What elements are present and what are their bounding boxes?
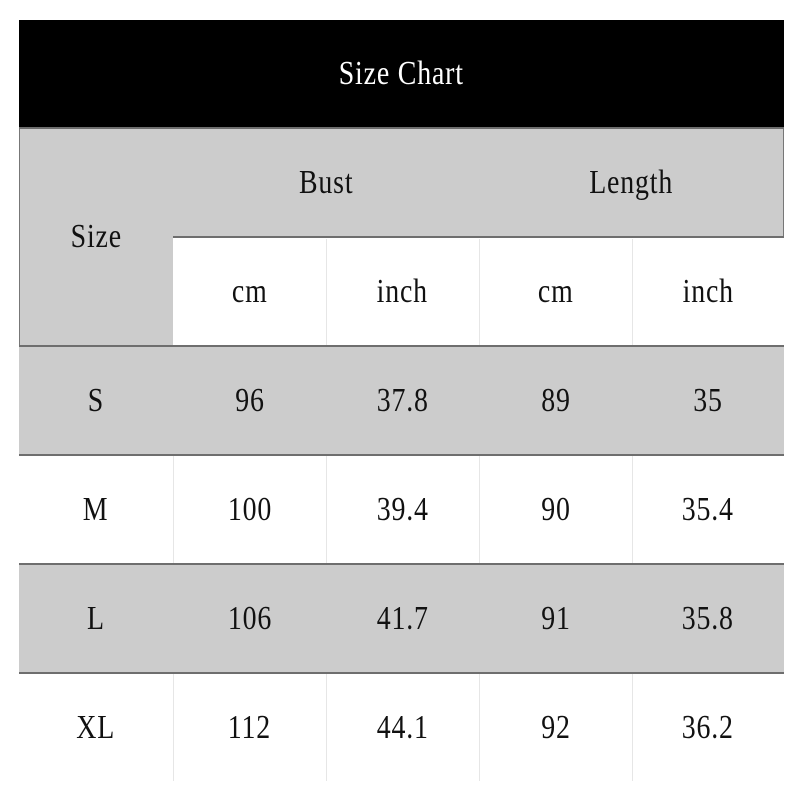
- unit-header-text: inch: [376, 272, 429, 310]
- row-divider: [19, 345, 784, 347]
- table-cell-text: 35: [693, 381, 723, 419]
- table-cell-text: 44.1: [376, 708, 429, 746]
- table-cell: 39.4: [326, 455, 479, 564]
- unit-header: cm: [479, 237, 632, 346]
- chart-title-text: Size Chart: [338, 55, 465, 92]
- table-cell: 35: [632, 346, 784, 455]
- table-cell-text: 36.2: [681, 708, 735, 746]
- table-row-size: XL: [19, 673, 173, 782]
- table-row-size-text: XL: [76, 708, 116, 746]
- table-cell-text: 41.7: [376, 599, 429, 637]
- column-divider: [326, 456, 327, 563]
- unit-header: inch: [632, 237, 784, 346]
- table-cell-text: 37.8: [376, 381, 429, 419]
- column-divider: [479, 239, 480, 346]
- row-divider: [19, 563, 784, 565]
- table-cell: 96: [173, 346, 326, 455]
- table-cell-text: 96: [234, 381, 265, 419]
- unit-header-text: cm: [231, 272, 268, 310]
- table-row-size: S: [19, 346, 173, 455]
- table-cell: 44.1: [326, 673, 479, 782]
- table-cell-text: 91: [540, 599, 571, 637]
- column-divider: [173, 674, 174, 781]
- length-header-label: Length: [589, 163, 674, 201]
- bust-header: Bust: [173, 128, 479, 237]
- table-cell: 112: [173, 673, 326, 782]
- row-divider: [19, 672, 784, 674]
- table-cell: 35.8: [632, 564, 784, 673]
- column-divider: [479, 674, 480, 781]
- column-divider: [632, 456, 633, 563]
- table-cell: 36.2: [632, 673, 784, 782]
- table-cell: 89: [479, 346, 632, 455]
- table-cell: 35.4: [632, 455, 784, 564]
- table-cell: 100: [173, 455, 326, 564]
- table-cell-text: 106: [227, 599, 272, 637]
- unit-header: cm: [173, 237, 326, 346]
- bust-header-label: Bust: [298, 163, 354, 201]
- table-cell-text: 35.4: [681, 490, 735, 528]
- column-divider: [479, 456, 480, 563]
- table-cell-text: 100: [227, 490, 272, 528]
- table-cell-text: 90: [540, 490, 571, 528]
- unit-header: inch: [326, 237, 479, 346]
- table-cell-text: 89: [540, 381, 571, 419]
- table-cell-text: 112: [227, 708, 272, 746]
- table-cell: 92: [479, 673, 632, 782]
- table-cell: 37.8: [326, 346, 479, 455]
- table-cell: 106: [173, 564, 326, 673]
- size-header: Size: [19, 128, 173, 346]
- table-cell-text: 35.8: [681, 599, 735, 637]
- table-cell: 91: [479, 564, 632, 673]
- table-cell: 90: [479, 455, 632, 564]
- row-divider: [173, 236, 784, 238]
- table-row-size-text: L: [87, 599, 105, 637]
- table-cell-text: 39.4: [376, 490, 429, 528]
- column-divider: [173, 456, 174, 563]
- table-row-size: M: [19, 455, 173, 564]
- length-header: Length: [479, 128, 784, 237]
- column-divider: [326, 674, 327, 781]
- column-divider: [632, 239, 633, 346]
- chart-title: Size Chart: [19, 20, 784, 128]
- size-header-label: Size: [70, 218, 122, 255]
- table-row-size-text: M: [83, 490, 109, 528]
- unit-header-text: inch: [682, 272, 734, 310]
- column-divider: [632, 674, 633, 781]
- table-cell: 41.7: [326, 564, 479, 673]
- table-cell-text: 92: [540, 708, 571, 746]
- row-divider: [19, 127, 784, 129]
- table-row-size: L: [19, 564, 173, 673]
- table-row-size-text: S: [87, 381, 105, 419]
- unit-header-text: cm: [537, 272, 574, 310]
- column-divider: [326, 239, 327, 346]
- row-divider: [19, 454, 784, 456]
